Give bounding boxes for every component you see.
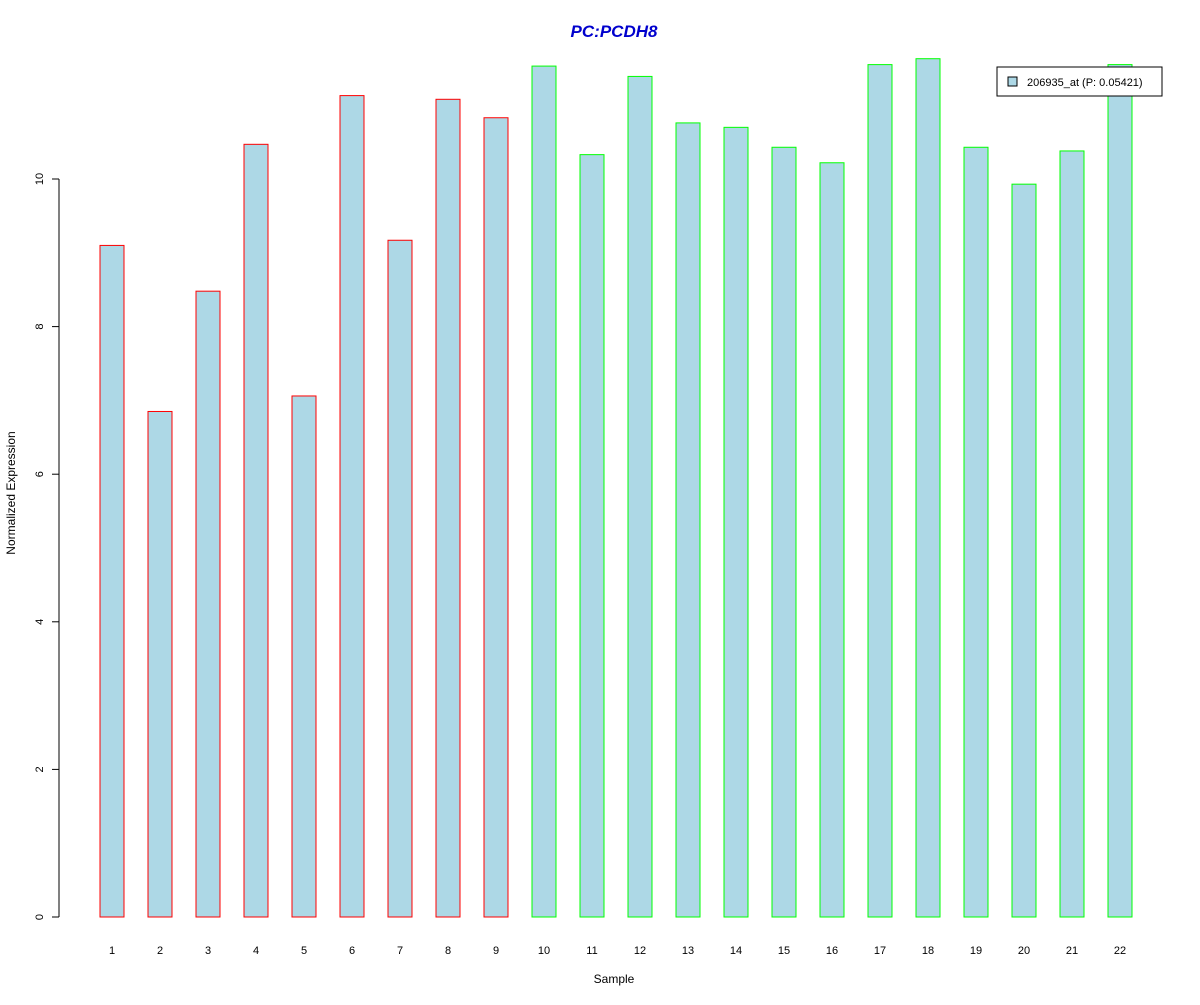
y-tick-label: 4 bbox=[34, 619, 46, 625]
x-tick-label: 6 bbox=[349, 945, 355, 957]
bar-sample-18 bbox=[915, 58, 941, 918]
x-tick-label: 9 bbox=[493, 945, 499, 957]
legend-box bbox=[996, 66, 1163, 97]
legend-label: 206935_at (P: 0.05421) bbox=[1027, 77, 1143, 89]
bar-sample-4 bbox=[243, 143, 269, 918]
x-tick-label: 11 bbox=[586, 945, 597, 957]
x-tick-label: 1 bbox=[109, 945, 115, 957]
x-tick-label: 12 bbox=[634, 945, 646, 957]
x-tick-label: 18 bbox=[922, 945, 934, 957]
x-tick-label: 10 bbox=[538, 945, 550, 957]
bar-sample-8 bbox=[435, 98, 461, 918]
x-tick-label: 19 bbox=[970, 945, 982, 957]
bar-sample-14 bbox=[723, 126, 749, 918]
bar-sample-7 bbox=[387, 239, 413, 918]
y-tick-label: 8 bbox=[34, 324, 46, 330]
legend: 206935_at (P: 0.05421) bbox=[996, 66, 1163, 97]
y-tick-label: 6 bbox=[34, 471, 46, 477]
bar-sample-13 bbox=[675, 122, 701, 918]
bar-sample-20 bbox=[1011, 183, 1037, 918]
y-tick-label: 0 bbox=[34, 914, 46, 920]
bar-sample-1 bbox=[99, 244, 125, 918]
bar-sample-2 bbox=[147, 410, 173, 918]
bar-sample-9 bbox=[483, 117, 509, 918]
bars-layer bbox=[99, 58, 1133, 918]
y-axis-label: Normalized Expression bbox=[4, 431, 18, 554]
bar-sample-11 bbox=[579, 154, 605, 918]
y-tick-label: 2 bbox=[34, 766, 46, 772]
x-tick-label: 13 bbox=[682, 945, 694, 957]
bar-sample-17 bbox=[867, 64, 893, 918]
bar-sample-19 bbox=[963, 146, 989, 918]
x-tick-label: 7 bbox=[397, 945, 403, 957]
bar-sample-21 bbox=[1059, 150, 1085, 918]
bar-sample-16 bbox=[819, 162, 845, 918]
chart-title: PC:PCDH8 bbox=[571, 22, 658, 41]
bar-sample-15 bbox=[771, 146, 797, 918]
x-tick-label: 2 bbox=[157, 945, 163, 957]
bar-sample-5 bbox=[291, 395, 317, 918]
bar-sample-12 bbox=[627, 75, 653, 918]
x-tick-labels: 1 2 3 4 5 6 7 8 9 10 11 12 13 14 15 16 17 18 19 20 21 22 bbox=[109, 945, 1126, 957]
x-tick-label: 17 bbox=[874, 945, 886, 957]
x-tick-label: 14 bbox=[730, 945, 742, 957]
bar-sample-22 bbox=[1107, 64, 1133, 918]
y-axis: 0 2 4 6 8 10 bbox=[34, 173, 60, 920]
x-tick-label: 4 bbox=[253, 945, 259, 957]
x-axis-label: Sample bbox=[594, 972, 635, 986]
x-tick-label: 22 bbox=[1114, 945, 1126, 957]
bar-sample-3 bbox=[195, 290, 221, 918]
bar-sample-6 bbox=[339, 95, 365, 918]
y-tick-label: 10 bbox=[34, 173, 46, 185]
x-tick-label: 8 bbox=[445, 945, 451, 957]
x-tick-label: 15 bbox=[778, 945, 790, 957]
bar-sample-10 bbox=[531, 65, 557, 918]
x-tick-label: 5 bbox=[301, 945, 307, 957]
x-tick-label: 3 bbox=[205, 945, 211, 957]
x-tick-label: 20 bbox=[1018, 945, 1030, 957]
x-tick-label: 21 bbox=[1066, 945, 1078, 957]
legend-swatch bbox=[1007, 76, 1018, 87]
x-tick-label: 16 bbox=[826, 945, 838, 957]
